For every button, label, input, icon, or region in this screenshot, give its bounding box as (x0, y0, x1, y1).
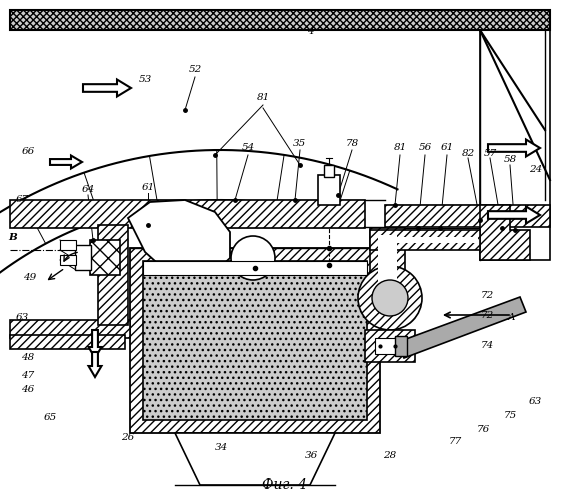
Text: 47: 47 (21, 370, 35, 380)
Polygon shape (50, 156, 82, 168)
Circle shape (231, 236, 275, 280)
Bar (318, 175, 340, 205)
Text: 77: 77 (448, 438, 462, 446)
Text: 61: 61 (440, 144, 454, 152)
Bar (143, 261, 367, 420)
Polygon shape (488, 206, 540, 224)
Text: 35: 35 (293, 138, 307, 147)
Text: 46: 46 (21, 386, 35, 394)
Bar (10, 320, 130, 338)
Text: 54: 54 (241, 144, 255, 152)
Text: 28: 28 (383, 450, 397, 460)
Bar (375, 338, 405, 354)
Bar (90, 240, 120, 275)
Text: 48: 48 (21, 354, 35, 362)
Text: 74: 74 (480, 340, 494, 349)
Text: 26: 26 (121, 434, 135, 442)
Text: 64: 64 (81, 186, 95, 194)
Text: 56: 56 (419, 144, 431, 152)
Text: 4: 4 (307, 28, 313, 36)
Text: 57: 57 (484, 148, 496, 158)
Bar (10, 10, 550, 30)
Text: 63: 63 (15, 314, 29, 322)
Polygon shape (145, 225, 215, 290)
Text: 52: 52 (188, 66, 201, 74)
Polygon shape (175, 433, 335, 485)
Polygon shape (83, 80, 131, 96)
Circle shape (372, 280, 408, 316)
Text: 81: 81 (256, 94, 270, 102)
Bar (370, 230, 480, 250)
Text: 75: 75 (503, 410, 517, 420)
Bar (10, 335, 125, 349)
Text: 49: 49 (24, 274, 36, 282)
Text: 65: 65 (43, 414, 57, 422)
Polygon shape (398, 297, 526, 358)
Polygon shape (89, 352, 102, 377)
Text: 34: 34 (215, 444, 229, 452)
Text: 82: 82 (461, 148, 475, 158)
Bar (378, 237, 478, 243)
Text: 72: 72 (480, 290, 494, 300)
Text: Фиг. 4: Фиг. 4 (263, 478, 307, 492)
Bar (365, 330, 415, 362)
Bar (370, 228, 405, 298)
Bar (98, 225, 128, 325)
Text: 63: 63 (528, 398, 541, 406)
Text: 66: 66 (21, 148, 35, 156)
Text: 76: 76 (476, 426, 490, 434)
Bar (385, 205, 550, 227)
Text: 81: 81 (393, 144, 407, 152)
Text: 53: 53 (139, 74, 151, 84)
Bar (395, 336, 407, 356)
Polygon shape (480, 205, 530, 260)
Text: 24: 24 (530, 166, 542, 174)
Polygon shape (480, 30, 550, 260)
Bar (10, 200, 365, 228)
Polygon shape (89, 330, 102, 358)
Text: 78: 78 (346, 138, 358, 147)
Text: 36: 36 (305, 450, 319, 460)
Text: 58: 58 (503, 156, 517, 164)
Bar (143, 261, 367, 275)
Text: 67: 67 (15, 196, 29, 204)
Circle shape (358, 266, 422, 330)
Text: 72: 72 (480, 310, 494, 320)
Polygon shape (488, 140, 540, 156)
Bar (324, 165, 334, 177)
Text: 61: 61 (141, 184, 155, 192)
Bar (60, 255, 76, 265)
Text: A: A (508, 314, 516, 322)
Bar (130, 248, 380, 433)
Bar (60, 240, 76, 250)
Text: B: B (8, 234, 17, 242)
Bar (75, 245, 91, 270)
Bar (378, 235, 397, 291)
Bar (155, 272, 205, 290)
Polygon shape (128, 200, 230, 278)
